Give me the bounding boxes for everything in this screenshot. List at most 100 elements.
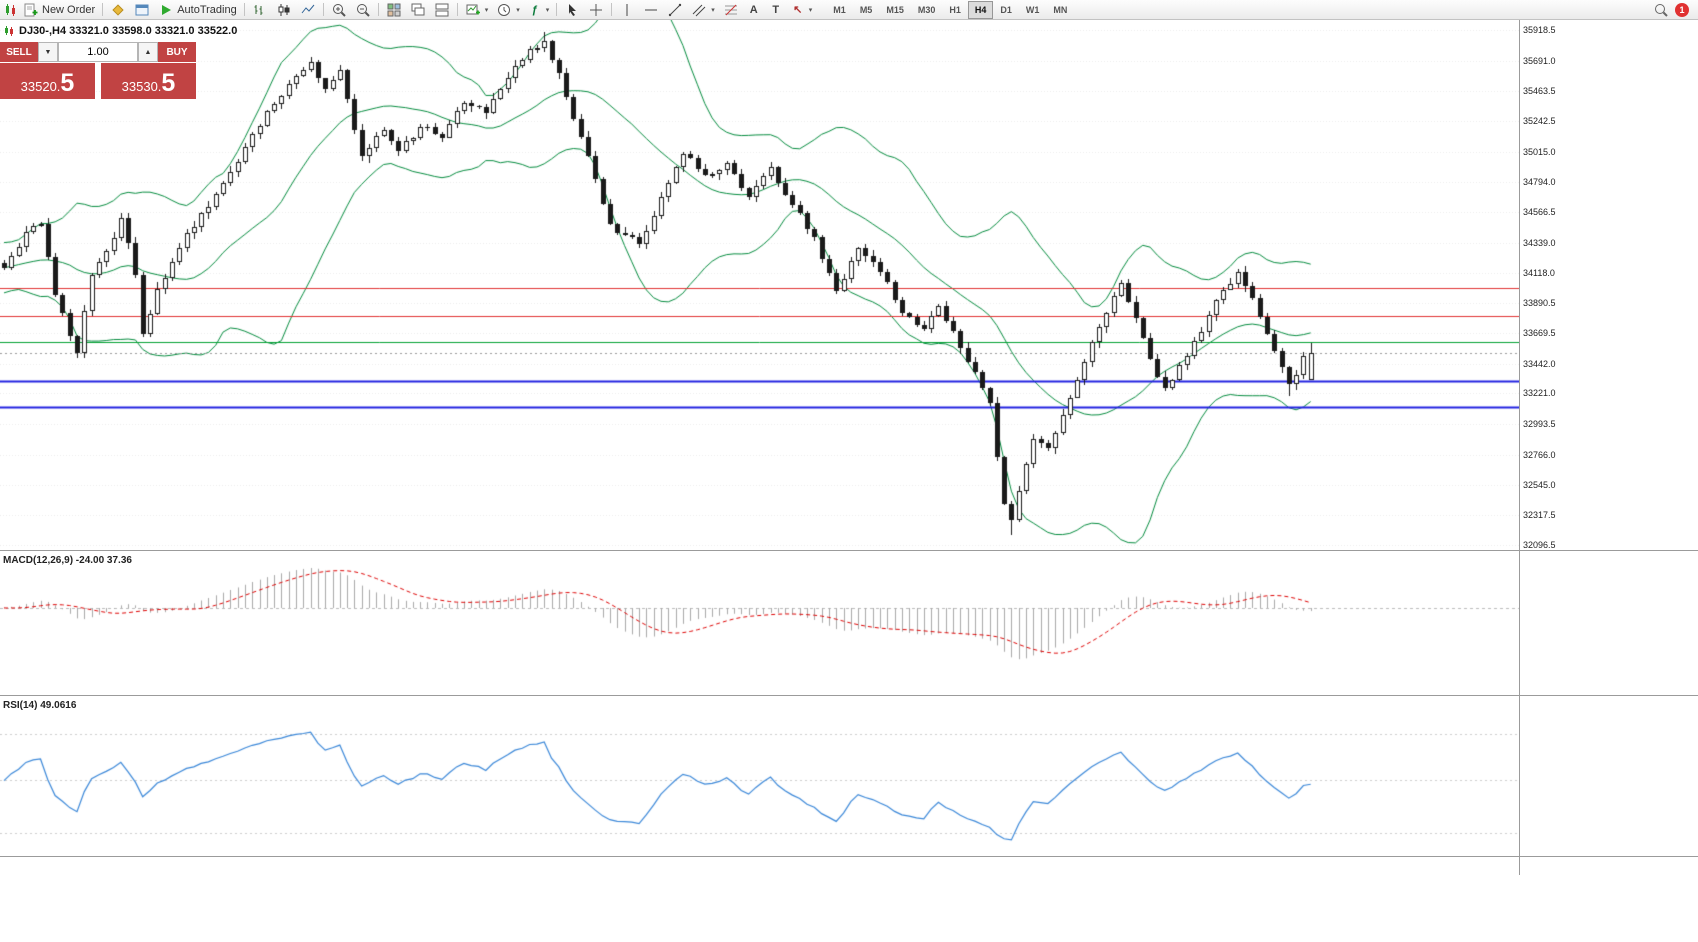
volume-input[interactable] bbox=[58, 42, 138, 62]
panel-separator bbox=[0, 856, 1698, 857]
timeframe-w1[interactable]: W1 bbox=[1025, 4, 1040, 15]
one-click-trading-panel: SELL ▼ ▲ BUY 33520.5 33530.5 bbox=[0, 42, 196, 99]
label-tool-button[interactable]: T bbox=[765, 1, 787, 19]
candlestick-chart-button[interactable] bbox=[272, 1, 296, 19]
chevron-down-icon: ▾ bbox=[545, 6, 550, 14]
search-icon[interactable] bbox=[1653, 2, 1669, 18]
horizontal-line-icon bbox=[643, 2, 659, 18]
tile-horizontal-icon bbox=[434, 2, 450, 18]
price-axis-label: 34118.0 bbox=[1523, 267, 1555, 278]
price-axis-label: 33890.5 bbox=[1523, 298, 1556, 309]
price-axis-label: 32096.5 bbox=[1523, 540, 1556, 550]
toolbar-right-group: 1 bbox=[1653, 2, 1695, 18]
channel-tool-button[interactable]: ▾ bbox=[687, 1, 719, 19]
panel-separator[interactable] bbox=[0, 550, 1698, 551]
price-axis-label: 32766.0 bbox=[1523, 449, 1556, 460]
timeframe-m5[interactable]: M5 bbox=[859, 4, 873, 15]
chevron-down-icon: ▾ bbox=[808, 6, 813, 14]
chevron-down-icon: ▾ bbox=[516, 6, 520, 14]
zoom-in-icon bbox=[331, 2, 347, 18]
line-chart-icon bbox=[300, 2, 316, 18]
price-axis-label: 35015.0 bbox=[1523, 146, 1556, 157]
sell-price-main: 33520. bbox=[20, 79, 61, 94]
new-chart-icon bbox=[465, 2, 481, 18]
sell-button[interactable]: SELL bbox=[0, 42, 38, 62]
timeframe-m1[interactable]: M1 bbox=[833, 4, 846, 15]
price-axis-label: 33442.0 bbox=[1523, 358, 1556, 369]
timeframe-m15[interactable]: M15 bbox=[886, 4, 904, 15]
tile-windows-icon bbox=[386, 2, 402, 18]
panel-separator[interactable] bbox=[0, 695, 1698, 696]
price-axis-label: 32317.5 bbox=[1523, 510, 1556, 521]
chart-symbol-icon bbox=[5, 26, 13, 36]
period-button[interactable]: ▾ bbox=[492, 1, 524, 19]
price-axis-separator[interactable] bbox=[1519, 20, 1520, 875]
toolbar-separator bbox=[456, 3, 458, 16]
timeframe-h4[interactable]: H4 bbox=[967, 0, 994, 19]
chevron-down-icon: ▾ bbox=[711, 6, 715, 14]
buy-price-button[interactable]: 33530. 5 bbox=[101, 63, 196, 99]
cursor-icon bbox=[564, 2, 580, 18]
line-chart-button[interactable] bbox=[296, 1, 320, 19]
text-tool-icon: A bbox=[749, 3, 758, 16]
crosshair-icon bbox=[588, 2, 604, 18]
vertical-line-tool-button[interactable] bbox=[615, 1, 639, 19]
price-chart-canvas[interactable] bbox=[0, 20, 1519, 550]
metaeditor-button[interactable] bbox=[106, 1, 130, 19]
price-axis-label: 35918.5 bbox=[1523, 25, 1556, 35]
sell-price-fraction: 5 bbox=[60, 69, 75, 97]
volume-decrease-button[interactable]: ▼ bbox=[38, 42, 58, 62]
autotrading-play-icon bbox=[158, 2, 174, 18]
terminal-button[interactable] bbox=[130, 1, 154, 19]
indicators-button[interactable]: ƒ ▾ bbox=[524, 1, 554, 19]
volume-increase-button[interactable]: ▲ bbox=[138, 42, 158, 62]
vertical-line-icon bbox=[619, 2, 635, 18]
toolbar-separator bbox=[611, 3, 613, 16]
macd-panel-canvas[interactable] bbox=[0, 552, 1519, 695]
sell-price-button[interactable]: 33520. 5 bbox=[0, 63, 95, 99]
rsi-panel-canvas[interactable] bbox=[0, 697, 1519, 855]
timeframe-h1[interactable]: H1 bbox=[949, 4, 961, 15]
new-order-button[interactable]: New Order bbox=[19, 1, 99, 19]
timeframe-d1[interactable]: D1 bbox=[1000, 4, 1012, 15]
label-tool-icon: T bbox=[772, 3, 780, 16]
cursor-button[interactable] bbox=[560, 1, 584, 19]
fibonacci-tool-button[interactable] bbox=[719, 1, 743, 19]
arrows-tool-icon: ↖ bbox=[793, 4, 803, 16]
chart-title: DJ30-,H4 33321.0 33598.0 33321.0 33522.0 bbox=[3, 25, 237, 37]
zoom-out-button[interactable] bbox=[351, 1, 375, 19]
buy-button[interactable]: BUY bbox=[158, 42, 196, 62]
price-axis-label: 33221.0 bbox=[1523, 388, 1556, 399]
notification-badge[interactable]: 1 bbox=[1675, 2, 1689, 17]
trendline-tool-button[interactable] bbox=[663, 1, 687, 19]
timeframe-group: M1 M5 M15 M30 H1 H4 D1 W1 MN bbox=[826, 0, 1074, 19]
new-chart-button[interactable]: ▾ bbox=[461, 1, 493, 19]
timeframe-mn[interactable]: MN bbox=[1053, 4, 1068, 15]
fibonacci-icon bbox=[723, 2, 739, 18]
tile-horizontal-button[interactable] bbox=[430, 1, 454, 19]
cascade-windows-icon bbox=[410, 2, 426, 18]
horizontal-line-tool-button[interactable] bbox=[639, 1, 663, 19]
bar-chart-button[interactable] bbox=[248, 1, 272, 19]
candlestick-chart-icon bbox=[276, 2, 292, 18]
cascade-windows-button[interactable] bbox=[406, 1, 430, 19]
tile-windows-button[interactable] bbox=[382, 1, 406, 19]
timeframe-m30[interactable]: M30 bbox=[917, 4, 936, 15]
metaeditor-icon bbox=[110, 2, 126, 18]
chart-window-icon[interactable] bbox=[3, 2, 19, 18]
price-axis-label: 32545.0 bbox=[1523, 479, 1556, 490]
zoom-in-button[interactable] bbox=[327, 1, 351, 19]
main-toolbar: New Order AutoTrading bbox=[0, 0, 1698, 20]
price-axis-label: 35691.0 bbox=[1523, 55, 1556, 66]
autotrading-button[interactable]: AutoTrading bbox=[154, 1, 241, 19]
toolbar-separator bbox=[377, 3, 379, 16]
crosshair-button[interactable] bbox=[584, 1, 608, 19]
buy-price-fraction: 5 bbox=[161, 69, 176, 97]
text-tool-button[interactable]: A bbox=[743, 1, 765, 19]
shapes-tool-button[interactable]: ↖ ▾ bbox=[787, 1, 817, 19]
trendline-icon bbox=[667, 2, 683, 18]
rsi-label: RSI(14) 49.0616 bbox=[3, 700, 77, 711]
channel-icon bbox=[691, 2, 707, 18]
clock-icon bbox=[496, 2, 512, 18]
